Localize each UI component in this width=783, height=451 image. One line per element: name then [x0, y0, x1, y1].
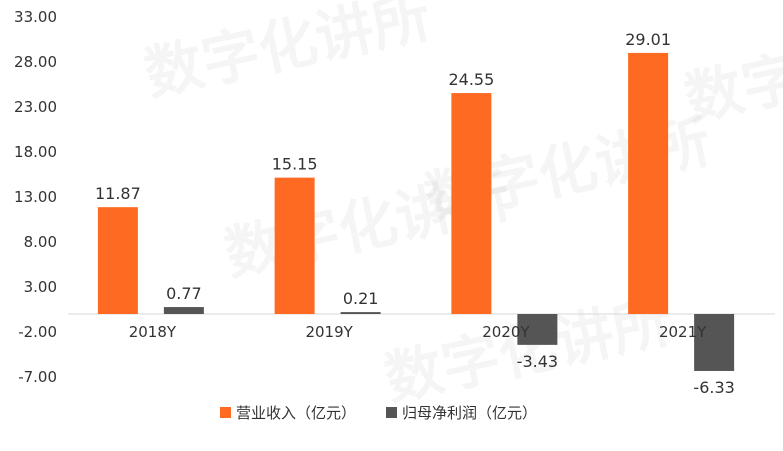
y-tick-label: 33.00 [14, 8, 57, 26]
bar-revenue-2021Y [628, 52, 669, 314]
y-tick-label: 28.00 [14, 53, 57, 71]
watermark-text: 数字化讲所 [139, 0, 437, 109]
x-category-label: 2019Y [305, 323, 353, 341]
y-tick-label: 3.00 [24, 278, 57, 296]
bar-net-profit-2020Y [517, 314, 558, 345]
x-category-label: 2020Y [482, 323, 530, 341]
bar-net-profit-2019Y [340, 312, 381, 314]
y-tick-label: -7.00 [18, 368, 57, 386]
bar-revenue-2018Y [97, 207, 138, 314]
y-tick-label: 13.00 [14, 188, 57, 206]
data-label-revenue-2018Y: 11.87 [95, 184, 141, 203]
axis-layer: 33.00 28.00 23.00 18.00 13.00 8.00 3.00 -2.00 -7… [14, 8, 775, 386]
data-label-revenue-2020Y: 24.55 [448, 70, 494, 89]
labels-layer: 11.87 0.77 2018Y 15.15 0.21 2019Y 24.55 -3.43 20… [95, 30, 735, 397]
data-label-net-profit-2019Y: 0.21 [343, 289, 379, 308]
bar-revenue-2020Y [451, 93, 492, 314]
y-tick-label: -2.00 [18, 323, 57, 341]
data-label-net-profit-2021Y: -6.33 [693, 378, 734, 397]
legend-swatch-net-profit [386, 407, 397, 418]
data-label-net-profit-2018Y: 0.77 [166, 284, 202, 303]
legend-label-revenue: 营业收入（亿元） [236, 404, 356, 422]
y-tick-label: 23.00 [14, 98, 57, 116]
x-category-label: 2018Y [129, 323, 177, 341]
data-label-revenue-2019Y: 15.15 [272, 155, 318, 174]
bars-layer [97, 52, 735, 371]
legend-label-net-profit: 归母净利润（亿元） [402, 404, 537, 422]
bar-net-profit-2018Y [163, 307, 204, 314]
data-label-net-profit-2020Y: -3.43 [517, 352, 558, 371]
legend: 营业收入（亿元） 归母净利润（亿元） [220, 404, 537, 422]
bar-net-profit-2021Y [694, 314, 735, 371]
bar-revenue-2019Y [274, 177, 315, 314]
y-tick-label: 8.00 [24, 233, 57, 251]
legend-swatch-revenue [220, 407, 231, 418]
x-category-label: 2021Y [659, 323, 707, 341]
y-tick-label: 18.00 [14, 143, 57, 161]
data-label-revenue-2021Y: 29.01 [625, 30, 671, 49]
